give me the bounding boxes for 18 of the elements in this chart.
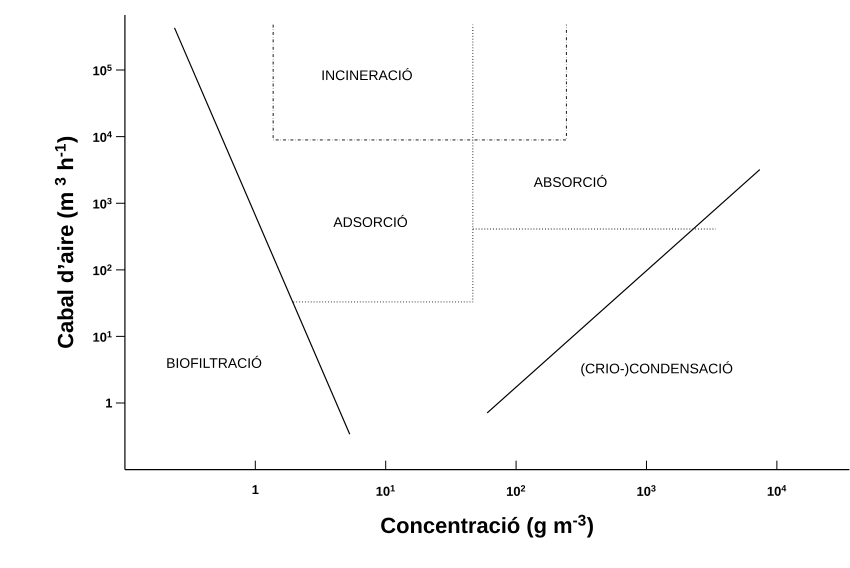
x-tick-label: 10$^{2}$: [506, 485, 526, 496]
x-tick-label: 10$^{3}$: [637, 485, 656, 496]
y-axis-title: Cabal d’aire (m $^{3}$ h$^{-1}$): [54, 137, 78, 348]
annotation: ABSORCIÓ: [534, 175, 607, 188]
y-tick-label: 10$^{1}$: [93, 331, 112, 342]
y-tick-label: 10$^{5}$: [93, 64, 112, 76]
annotation: (CRIO-)CONDENSACIÓ: [581, 361, 732, 376]
y-tick-label: 10$^{3}$: [93, 198, 112, 209]
y-tick-label: 10$^{2}$: [93, 264, 112, 276]
x-axis-title: Concentració (g m$^{-3}$): [381, 514, 593, 538]
annotation: ADSORCIÓ: [333, 215, 408, 228]
annotation: BIOFILTRACIÓ: [167, 356, 262, 368]
x-tick-label: 10$^{1}$: [376, 485, 395, 496]
y-tick-label: 1: [106, 398, 112, 408]
x-tick-label: 10$^{4}$: [768, 485, 786, 496]
annotation: INCINERACIÓ: [322, 68, 412, 80]
y-tick-label: 10$^{4}$: [93, 131, 112, 142]
x-tick-label: 1: [252, 485, 259, 494]
